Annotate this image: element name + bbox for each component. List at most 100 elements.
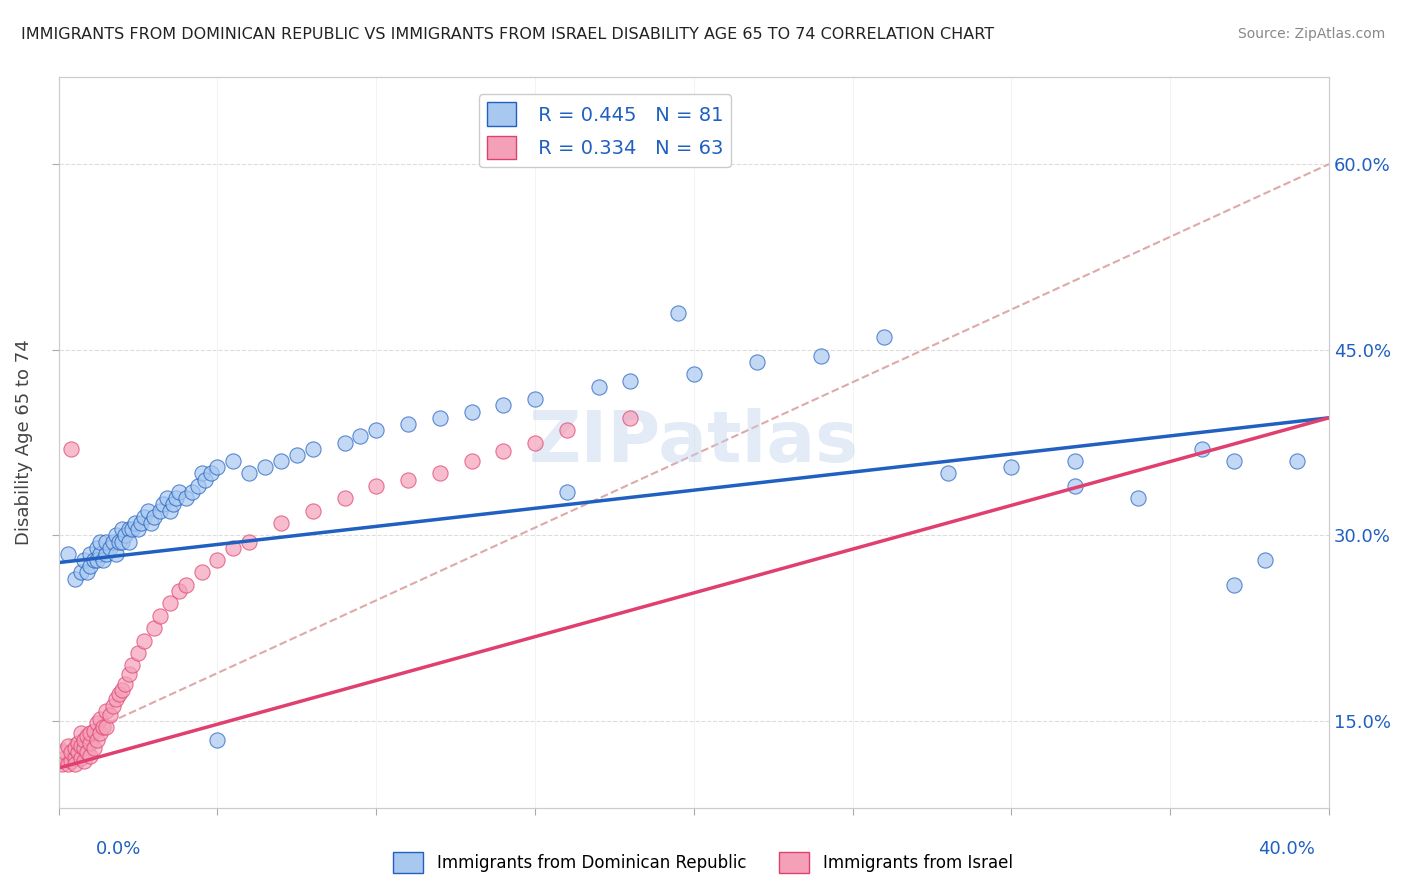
Point bbox=[66, 745, 89, 759]
Point bbox=[222, 454, 245, 468]
Point bbox=[159, 596, 181, 610]
Point bbox=[76, 566, 98, 580]
Point bbox=[108, 687, 131, 701]
Point bbox=[136, 503, 159, 517]
Point bbox=[63, 757, 86, 772]
Point bbox=[492, 398, 515, 412]
Point bbox=[89, 712, 111, 726]
Point bbox=[270, 454, 292, 468]
Point bbox=[104, 547, 127, 561]
Point bbox=[70, 739, 93, 753]
Point bbox=[194, 473, 217, 487]
Point bbox=[63, 741, 86, 756]
Point bbox=[492, 444, 515, 458]
Legend:  R = 0.445   N = 81,  R = 0.334   N = 63: R = 0.445 N = 81, R = 0.334 N = 63 bbox=[479, 95, 731, 167]
Point bbox=[79, 748, 101, 763]
Legend: Immigrants from Dominican Republic, Immigrants from Israel: Immigrants from Dominican Republic, Immi… bbox=[387, 846, 1019, 880]
Point bbox=[1286, 454, 1309, 468]
Point bbox=[181, 485, 204, 500]
Point bbox=[104, 528, 127, 542]
Point bbox=[165, 491, 187, 506]
Point bbox=[190, 566, 212, 580]
Point bbox=[58, 547, 80, 561]
Point bbox=[114, 528, 136, 542]
Point bbox=[101, 534, 124, 549]
Point bbox=[134, 633, 156, 648]
Point bbox=[86, 732, 108, 747]
Point bbox=[117, 522, 139, 536]
Point bbox=[121, 658, 143, 673]
Point bbox=[747, 355, 769, 369]
Point bbox=[174, 578, 197, 592]
Point bbox=[429, 410, 451, 425]
Point bbox=[60, 745, 83, 759]
Point bbox=[524, 392, 547, 407]
Point bbox=[53, 745, 76, 759]
Point bbox=[58, 757, 80, 772]
Point bbox=[555, 423, 578, 437]
Point bbox=[270, 516, 292, 530]
Point bbox=[159, 503, 181, 517]
Point bbox=[70, 726, 93, 740]
Point bbox=[936, 467, 959, 481]
Point bbox=[1064, 479, 1087, 493]
Point bbox=[129, 516, 152, 530]
Point bbox=[396, 473, 419, 487]
Point bbox=[200, 467, 222, 481]
Point bbox=[169, 485, 191, 500]
Point bbox=[127, 646, 149, 660]
Point bbox=[66, 736, 89, 750]
Point bbox=[349, 429, 371, 443]
Point bbox=[70, 751, 93, 765]
Point bbox=[588, 380, 610, 394]
Point bbox=[524, 435, 547, 450]
Point bbox=[114, 677, 136, 691]
Point bbox=[73, 754, 96, 768]
Point bbox=[98, 541, 121, 555]
Point bbox=[301, 503, 323, 517]
Point bbox=[83, 723, 105, 738]
Point bbox=[1064, 454, 1087, 468]
Point bbox=[873, 330, 896, 344]
Point bbox=[79, 547, 101, 561]
Point bbox=[396, 417, 419, 431]
Point bbox=[58, 739, 80, 753]
Point bbox=[366, 479, 388, 493]
Point bbox=[333, 435, 356, 450]
Point bbox=[60, 442, 83, 456]
Point bbox=[117, 534, 139, 549]
Point bbox=[91, 720, 114, 734]
Point bbox=[89, 534, 111, 549]
Point bbox=[104, 691, 127, 706]
Point bbox=[1222, 454, 1244, 468]
Point bbox=[619, 410, 641, 425]
Point bbox=[96, 720, 118, 734]
Point bbox=[555, 485, 578, 500]
Point bbox=[238, 534, 260, 549]
Point bbox=[60, 754, 83, 768]
Point bbox=[460, 454, 482, 468]
Point bbox=[51, 757, 73, 772]
Point bbox=[96, 704, 118, 718]
Point bbox=[301, 442, 323, 456]
Point bbox=[162, 497, 184, 511]
Point bbox=[1222, 578, 1244, 592]
Point bbox=[111, 534, 134, 549]
Point bbox=[143, 509, 166, 524]
Point bbox=[63, 751, 86, 765]
Point bbox=[1128, 491, 1150, 506]
Point bbox=[254, 460, 277, 475]
Point bbox=[187, 479, 209, 493]
Point bbox=[152, 497, 174, 511]
Point bbox=[1191, 442, 1213, 456]
Text: 0.0%: 0.0% bbox=[96, 840, 141, 858]
Point bbox=[76, 745, 98, 759]
Point bbox=[127, 522, 149, 536]
Point bbox=[96, 547, 118, 561]
Point bbox=[86, 541, 108, 555]
Point bbox=[111, 683, 134, 698]
Point bbox=[101, 699, 124, 714]
Point bbox=[79, 559, 101, 574]
Point bbox=[111, 522, 134, 536]
Point bbox=[79, 726, 101, 740]
